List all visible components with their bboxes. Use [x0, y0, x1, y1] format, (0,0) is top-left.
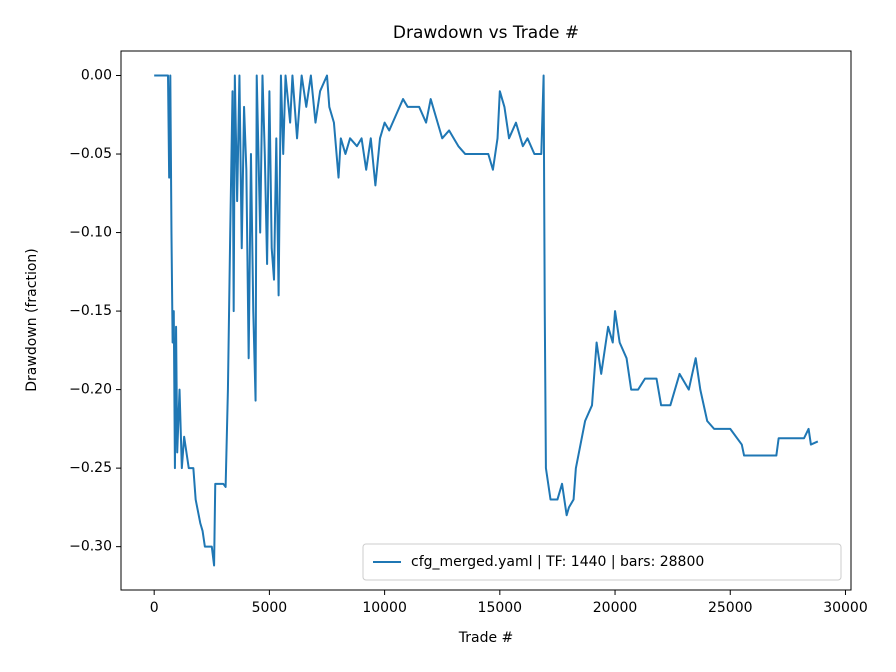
x-tick-label: 5000 [252, 600, 288, 616]
chart-title: Drawdown vs Trade # [393, 23, 579, 43]
axes-frame [120, 50, 852, 591]
y-tick-label: 0.00 [81, 68, 112, 84]
x-tick-label: 20000 [593, 600, 638, 616]
legend-box [362, 543, 842, 581]
y-tick-label: −0.20 [69, 382, 112, 398]
x-tick-label: 10000 [362, 600, 407, 616]
x-tick-label: 30000 [823, 600, 868, 616]
x-tick-label: 15000 [478, 600, 523, 616]
x-tick-label: 0 [150, 600, 159, 616]
data-line [154, 74, 819, 567]
y-tick-label: −0.10 [69, 225, 112, 241]
x-axis-label: Trade # [458, 630, 514, 646]
y-axis-label: Drawdown (fraction) [24, 248, 40, 392]
y-tick-label: −0.15 [69, 303, 112, 319]
legend-label: cfg_merged.yaml | TF: 1440 | bars: 28800 [411, 554, 704, 570]
y-tick-label: −0.05 [69, 146, 112, 162]
x-tick-label: 25000 [708, 600, 753, 616]
y-tick-label: −0.25 [69, 460, 112, 476]
y-tick-label: −0.30 [69, 539, 112, 555]
